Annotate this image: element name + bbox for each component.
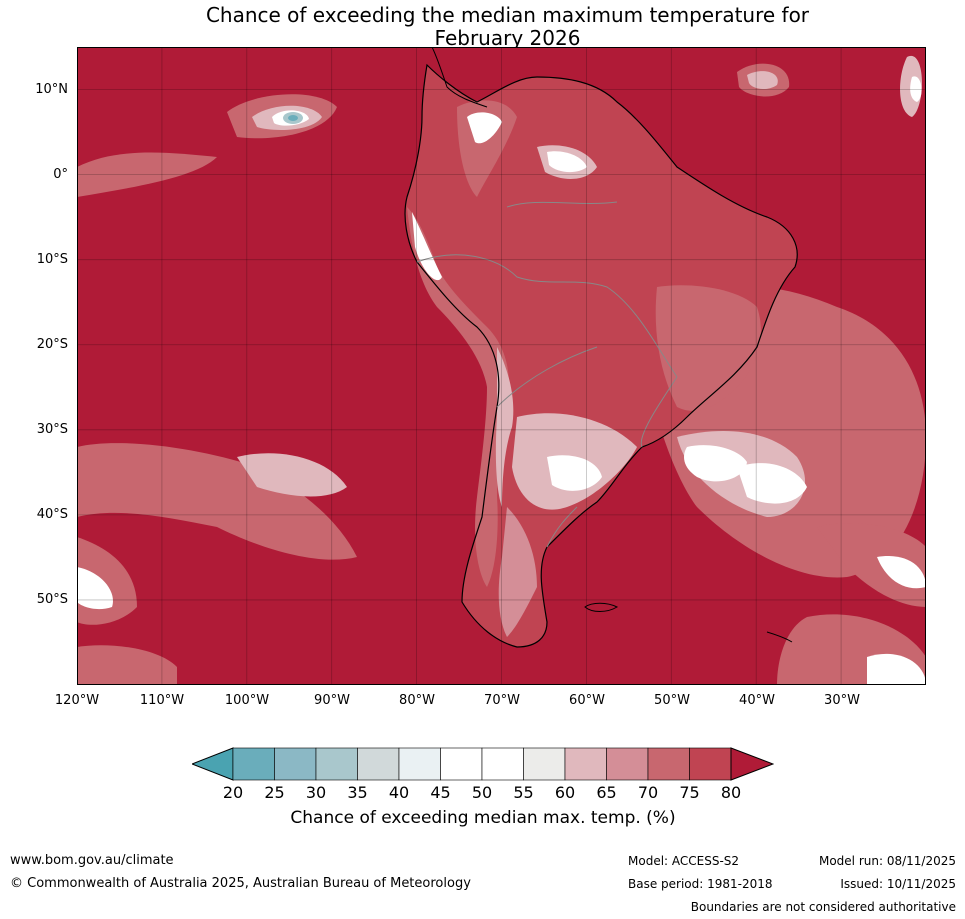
pattern-patch bbox=[467, 112, 502, 144]
boundary-disclaimer: Boundaries are not considered authoritat… bbox=[690, 900, 956, 914]
lat-label: 20°S bbox=[36, 337, 68, 352]
lon-label: 60°W bbox=[569, 693, 605, 708]
falkland-islands bbox=[584, 602, 619, 612]
lat-label: 40°S bbox=[36, 507, 68, 522]
pattern-patch bbox=[498, 507, 537, 637]
colorbar-low-arrow bbox=[190, 747, 234, 781]
colorbar bbox=[190, 747, 775, 785]
pattern-patch bbox=[737, 463, 807, 504]
lon-label: 70°W bbox=[484, 693, 520, 708]
colorbar-segment bbox=[689, 747, 732, 781]
lon-label: 110°W bbox=[139, 693, 185, 708]
model-run-date: Model run: 08/11/2025 bbox=[818, 854, 956, 868]
lon-label: 50°W bbox=[654, 693, 690, 708]
south-georgia bbox=[766, 631, 793, 643]
pattern-patch bbox=[77, 645, 177, 685]
pattern-patch bbox=[547, 455, 602, 491]
lon-label: 90°W bbox=[314, 693, 350, 708]
model-name: Model: ACCESS-S2 bbox=[628, 854, 740, 868]
pattern-patch bbox=[288, 115, 298, 121]
copyright-text: © Commonwealth of Australia 2025, Austra… bbox=[10, 876, 471, 891]
colorbar-segment bbox=[398, 747, 441, 781]
title-line-2: February 2026 bbox=[434, 26, 581, 50]
colorbar-segment bbox=[232, 747, 275, 781]
map-canvas bbox=[77, 47, 926, 685]
colorbar-tick: 65 bbox=[596, 783, 617, 802]
colorbar-segment bbox=[647, 747, 690, 781]
colorbar-tick: 40 bbox=[388, 783, 410, 802]
lat-label: 10°N bbox=[35, 82, 68, 97]
lat-label: 50°S bbox=[36, 592, 68, 607]
pattern-patch bbox=[407, 207, 509, 587]
colorbar-high-arrow bbox=[730, 747, 775, 781]
lat-label: 10°S bbox=[36, 252, 68, 267]
colorbar-segment bbox=[606, 747, 649, 781]
colorbar-tick: 75 bbox=[679, 783, 700, 802]
colorbar-label: Chance of exceeding median max. temp. (%… bbox=[290, 808, 676, 828]
colorbar-segment bbox=[523, 747, 566, 781]
pattern-patch bbox=[877, 556, 926, 589]
colorbar-tick: 60 bbox=[554, 783, 576, 802]
country-borders bbox=[416, 201, 678, 548]
lon-label: 30°W bbox=[824, 693, 860, 708]
colorbar-tick: 70 bbox=[637, 783, 659, 802]
lon-label: 100°W bbox=[224, 693, 270, 708]
colorbar-tick: 20 bbox=[222, 783, 244, 802]
pattern-patch bbox=[77, 152, 217, 197]
central-america-coast bbox=[431, 47, 488, 108]
probability-map[interactable] bbox=[77, 47, 926, 685]
lon-label: 40°W bbox=[739, 693, 775, 708]
colorbar-segment bbox=[274, 747, 317, 781]
website-link[interactable]: www.bom.gov.au/climate bbox=[10, 853, 174, 868]
colorbar-tick: 30 bbox=[305, 783, 327, 802]
pattern-patch bbox=[412, 212, 442, 281]
colorbar-tick: 25 bbox=[264, 783, 285, 802]
colorbar-tick: 35 bbox=[347, 783, 368, 802]
lat-label: 30°S bbox=[36, 422, 68, 437]
colorbar-segment bbox=[440, 747, 483, 781]
pattern-patch bbox=[237, 453, 347, 497]
title-line-1: Chance of exceeding the median maximum t… bbox=[205, 3, 810, 27]
colorbar-segment bbox=[315, 747, 358, 781]
pattern-patch bbox=[910, 76, 922, 102]
pattern-patch bbox=[495, 347, 514, 507]
issued-date: Issued: 10/11/2025 bbox=[840, 877, 956, 891]
colorbar-segment bbox=[564, 747, 607, 781]
pattern-patch bbox=[77, 567, 113, 610]
map-title: Chance of exceeding the median maximum t… bbox=[0, 4, 965, 50]
colorbar-segment bbox=[481, 747, 524, 781]
lat-label: 0° bbox=[53, 167, 68, 182]
lon-label: 80°W bbox=[399, 693, 435, 708]
pattern-patch bbox=[655, 285, 761, 411]
colorbar-tick: 45 bbox=[430, 783, 451, 802]
south-america-land bbox=[405, 65, 798, 647]
coastline bbox=[404, 63, 798, 648]
lon-label: 120°W bbox=[54, 693, 100, 708]
colorbar-segment bbox=[357, 747, 400, 781]
map-border bbox=[77, 47, 926, 685]
colorbar-tick: 80 bbox=[720, 783, 742, 802]
colorbar-tick: 50 bbox=[471, 783, 493, 802]
pattern-patch bbox=[817, 523, 926, 607]
pattern-patch bbox=[547, 151, 587, 173]
pattern-patch bbox=[77, 443, 357, 560]
pattern-patch bbox=[684, 445, 747, 482]
pattern-patch bbox=[747, 71, 778, 90]
graticule bbox=[77, 47, 926, 685]
colorbar-tick: 55 bbox=[513, 783, 534, 802]
pattern-patch bbox=[867, 653, 926, 685]
base-period: Base period: 1981-2018 bbox=[628, 877, 773, 891]
